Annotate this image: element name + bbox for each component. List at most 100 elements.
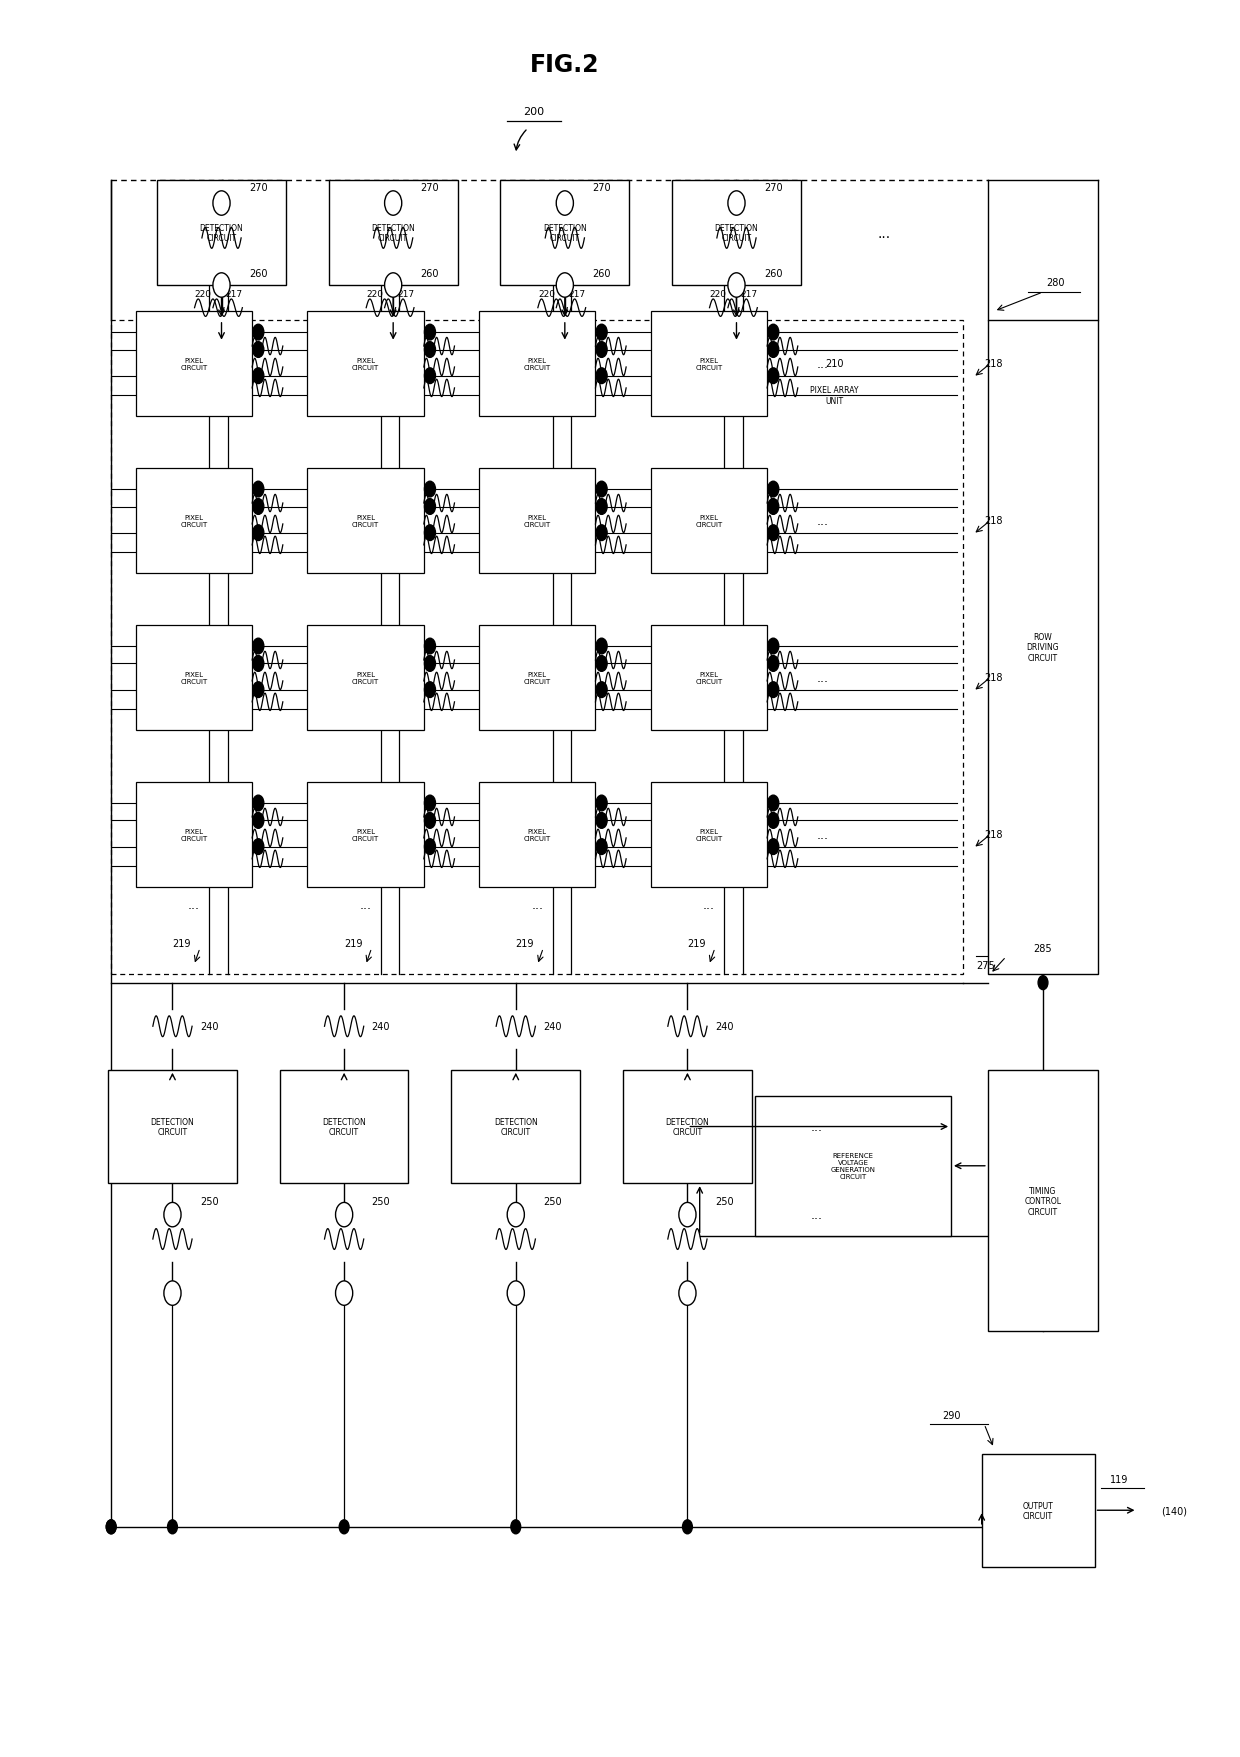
Text: ...: ... [816, 671, 828, 685]
Circle shape [340, 1520, 348, 1534]
Circle shape [424, 682, 435, 698]
Circle shape [596, 325, 608, 341]
Text: 250: 250 [372, 1197, 391, 1205]
Text: ...: ... [816, 829, 828, 842]
Circle shape [596, 499, 608, 515]
Circle shape [424, 796, 435, 812]
Text: DETECTION
CIRCUIT: DETECTION CIRCUIT [666, 1117, 709, 1137]
Text: DETECTION
CIRCUIT: DETECTION CIRCUIT [494, 1117, 538, 1137]
Text: PIXEL
CIRCUIT: PIXEL CIRCUIT [352, 358, 379, 371]
Circle shape [596, 369, 608, 385]
Text: ...: ... [816, 515, 828, 527]
Circle shape [384, 274, 402, 299]
Circle shape [424, 813, 435, 829]
Bar [988, 1070, 1099, 1332]
Circle shape [424, 525, 435, 541]
Circle shape [253, 343, 264, 358]
Text: PIXEL
CIRCUIT: PIXEL CIRCUIT [352, 829, 379, 842]
Text: 270: 270 [420, 183, 439, 193]
Bar [451, 1070, 580, 1184]
Text: 217: 217 [568, 290, 585, 299]
Text: 240: 240 [715, 1021, 734, 1031]
Bar [108, 1070, 237, 1184]
Text: 119: 119 [1110, 1474, 1128, 1485]
Circle shape [596, 657, 608, 671]
Bar [308, 782, 424, 887]
Text: ...: ... [188, 898, 200, 912]
Circle shape [1038, 977, 1048, 989]
Bar [135, 313, 252, 416]
Circle shape [164, 1204, 181, 1226]
Circle shape [213, 274, 231, 299]
Circle shape [768, 499, 779, 515]
Bar [479, 782, 595, 887]
Circle shape [424, 657, 435, 671]
Bar [982, 1453, 1095, 1567]
Text: PIXEL
CIRCUIT: PIXEL CIRCUIT [696, 515, 723, 527]
Text: 260: 260 [420, 269, 439, 279]
Bar [308, 469, 424, 573]
Text: ROW
DRIVING
CIRCUIT: ROW DRIVING CIRCUIT [1027, 633, 1059, 662]
Text: 290: 290 [942, 1411, 960, 1420]
Text: REFERENCE
VOLTAGE
GENERATION
CIRCUIT: REFERENCE VOLTAGE GENERATION CIRCUIT [831, 1153, 875, 1179]
Circle shape [596, 682, 608, 698]
Text: PIXEL
CIRCUIT: PIXEL CIRCUIT [523, 358, 551, 371]
Text: ...: ... [810, 1209, 822, 1221]
Circle shape [596, 525, 608, 541]
Text: 250: 250 [715, 1197, 734, 1205]
Text: DETECTION
CIRCUIT: DETECTION CIRCUIT [543, 223, 587, 242]
Text: DETECTION
CIRCUIT: DETECTION CIRCUIT [371, 223, 415, 242]
Circle shape [424, 369, 435, 385]
Circle shape [596, 640, 608, 655]
Text: (140): (140) [1161, 1506, 1187, 1515]
Text: ...: ... [703, 898, 715, 912]
Circle shape [213, 192, 231, 216]
Text: 218: 218 [985, 517, 1003, 525]
Circle shape [768, 369, 779, 385]
Text: 220: 220 [538, 290, 556, 299]
Bar [479, 469, 595, 573]
Circle shape [336, 1204, 352, 1226]
Circle shape [768, 325, 779, 341]
Circle shape [768, 481, 779, 497]
Circle shape [596, 481, 608, 497]
Text: ...: ... [877, 227, 890, 241]
Circle shape [424, 325, 435, 341]
Circle shape [107, 1520, 117, 1534]
Text: 250: 250 [200, 1197, 218, 1205]
Text: 250: 250 [543, 1197, 562, 1205]
Text: DETECTION
CIRCUIT: DETECTION CIRCUIT [200, 223, 243, 242]
Bar [479, 625, 595, 731]
Circle shape [596, 796, 608, 812]
Bar [479, 313, 595, 416]
Text: 260: 260 [764, 269, 782, 279]
Circle shape [678, 1281, 696, 1305]
Circle shape [424, 840, 435, 856]
Circle shape [768, 640, 779, 655]
Circle shape [253, 481, 264, 497]
Circle shape [682, 1520, 692, 1534]
Circle shape [507, 1281, 525, 1305]
Text: PIXEL
CIRCUIT: PIXEL CIRCUIT [180, 515, 207, 527]
Circle shape [424, 481, 435, 497]
Text: PIXEL
CIRCUIT: PIXEL CIRCUIT [180, 358, 207, 371]
Text: 217: 217 [226, 290, 242, 299]
Text: 220: 220 [195, 290, 212, 299]
Bar [672, 181, 801, 286]
Bar [308, 625, 424, 731]
Circle shape [424, 343, 435, 358]
Text: 200: 200 [523, 107, 544, 116]
Text: PIXEL
CIRCUIT: PIXEL CIRCUIT [523, 829, 551, 842]
Bar [501, 181, 629, 286]
Circle shape [768, 525, 779, 541]
Text: PIXEL
CIRCUIT: PIXEL CIRCUIT [180, 671, 207, 685]
Circle shape [253, 796, 264, 812]
Bar [308, 313, 424, 416]
Circle shape [424, 499, 435, 515]
Circle shape [768, 682, 779, 698]
Text: ...: ... [360, 898, 372, 912]
Text: PIXEL
CIRCUIT: PIXEL CIRCUIT [523, 671, 551, 685]
Circle shape [253, 640, 264, 655]
Circle shape [253, 325, 264, 341]
Circle shape [253, 657, 264, 671]
